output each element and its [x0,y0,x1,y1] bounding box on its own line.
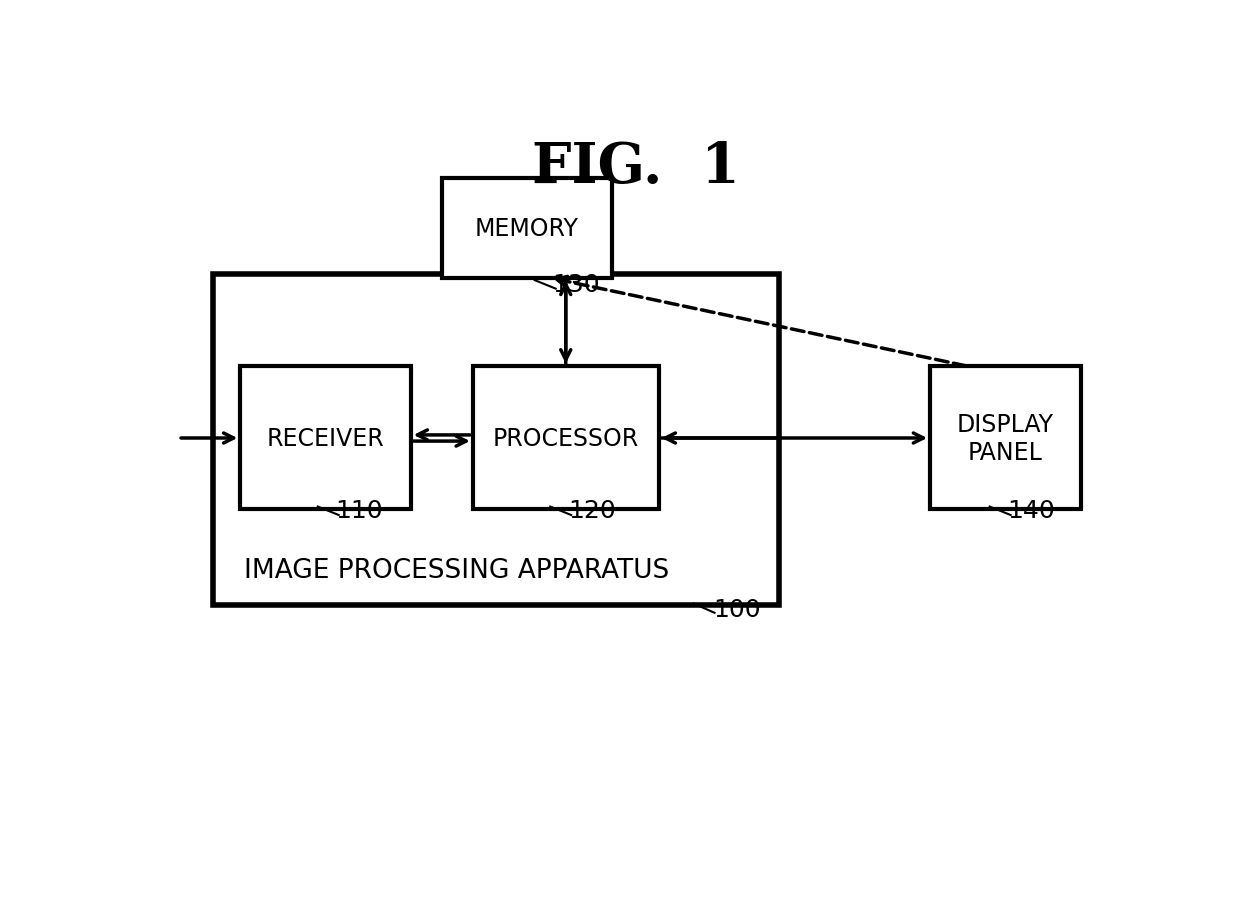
Text: 110: 110 [336,499,383,523]
Text: DISPLAY
PANEL: DISPLAY PANEL [957,413,1054,465]
Bar [472,367,658,509]
Text: IMAGE PROCESSING APPARATUS: IMAGE PROCESSING APPARATUS [244,558,670,584]
Bar [213,275,779,606]
Bar [441,179,613,279]
Bar [930,367,1081,509]
Text: PROCESSOR: PROCESSOR [492,426,639,451]
Bar [241,367,410,509]
Text: RECEIVER: RECEIVER [267,426,384,451]
Text: 120: 120 [568,499,616,523]
Text: FIG.  1: FIG. 1 [532,139,739,194]
Text: MEMORY: MEMORY [475,217,579,241]
Text: 130: 130 [553,272,600,297]
Text: 100: 100 [713,598,760,621]
Text: 140: 140 [1007,499,1055,523]
